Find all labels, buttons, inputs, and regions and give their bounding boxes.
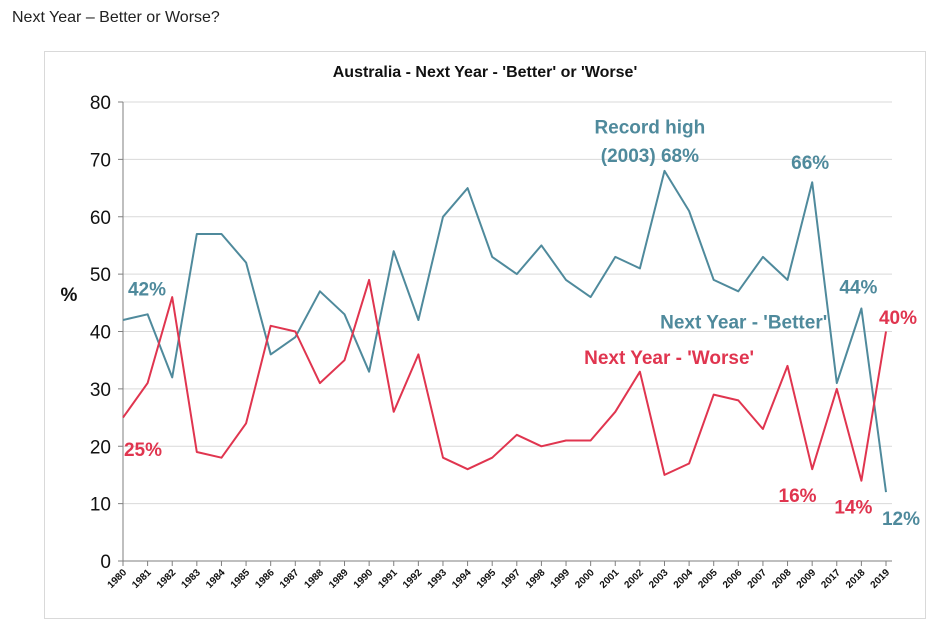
annotation-better-1980: 42% <box>128 279 166 300</box>
annotation-better-series-label: Next Year - 'Better' <box>660 313 827 334</box>
x-tick-label: 2007 <box>746 567 770 591</box>
y-tick-label: 50 <box>90 265 111 286</box>
x-tick-label: 1992 <box>401 567 425 591</box>
y-tick-label: 80 <box>90 93 111 114</box>
x-tick-label: 2004 <box>672 567 696 591</box>
y-tick-label: 10 <box>90 495 111 516</box>
annotation-record-high-line1: Record high <box>594 118 705 139</box>
y-tick-label: 0 <box>100 552 111 573</box>
y-tick-label: 70 <box>90 150 111 171</box>
annotation-worse-2019: 40% <box>879 308 917 329</box>
y-axis-label: % <box>61 285 78 306</box>
series-line-better <box>122 169 887 493</box>
annotation-layer: Record high (2003) 68% 42% 66% 44% 12% Next Ye… <box>124 118 920 530</box>
annotation-worse-2018: 14% <box>834 497 872 518</box>
x-tick-label: 2018 <box>844 567 868 591</box>
x-tick-label: 1989 <box>327 567 351 591</box>
x-tick-label: 1988 <box>303 567 327 591</box>
annotation-better-2019: 12% <box>882 509 920 530</box>
x-tick-label: 2006 <box>721 567 745 591</box>
y-tick-label: 30 <box>90 380 111 401</box>
x-tick-label: 2009 <box>795 567 819 591</box>
chart-title: Australia - Next Year - 'Better' or 'Wor… <box>333 64 638 81</box>
annotation-worse-series-label: Next Year - 'Worse' <box>584 348 754 369</box>
x-tick-label: 1985 <box>229 567 253 591</box>
x-tick-label: 1997 <box>499 567 523 591</box>
y-tick-label: 20 <box>90 437 111 458</box>
x-tick-label: 2003 <box>647 567 671 591</box>
annotation-worse-1980: 25% <box>124 440 162 461</box>
annotation-better-2009: 66% <box>791 153 829 174</box>
annotation-worse-2008: 16% <box>779 486 817 507</box>
grid-layer <box>123 101 892 505</box>
x-tick-label: 2002 <box>622 567 646 591</box>
page-heading: Next Year – Better or Worse? <box>12 9 220 26</box>
x-tick-label: 1991 <box>376 567 400 591</box>
x-tick-label: 1993 <box>426 567 450 591</box>
y-tick-label: 40 <box>90 323 111 344</box>
x-tick-label: 1981 <box>130 567 154 591</box>
x-tick-label: 1984 <box>204 567 228 591</box>
x-tick-label: 1995 <box>475 567 499 591</box>
x-tick-label: 1983 <box>179 567 203 591</box>
x-tick-label: 1994 <box>450 567 474 591</box>
x-tick-label: 1987 <box>278 567 302 591</box>
annotation-record-high-line2: (2003) 68% <box>601 146 699 167</box>
annotation-better-2018: 44% <box>839 278 877 299</box>
x-tick-label: 1982 <box>155 567 179 591</box>
x-tick-label: 2000 <box>573 567 597 591</box>
x-tick-label: 1990 <box>352 567 376 591</box>
x-tick-label: 2019 <box>869 567 893 591</box>
chart-frame: 0 10 20 30 40 50 60 70 80 1980 1981 1982 1983 1984 198… <box>44 51 926 619</box>
x-tick-label: 2008 <box>770 567 794 591</box>
y-tick-label: 60 <box>90 208 111 229</box>
series-layer <box>122 169 887 493</box>
x-tick-label: 1998 <box>524 567 548 591</box>
x-tick-label: 2005 <box>696 567 720 591</box>
x-tick-label: 1999 <box>549 567 573 591</box>
x-tick-label: 2001 <box>598 567 622 591</box>
x-tick-label: 1986 <box>253 567 277 591</box>
series-line-worse <box>122 278 887 482</box>
x-tick-label: 2017 <box>819 567 843 591</box>
